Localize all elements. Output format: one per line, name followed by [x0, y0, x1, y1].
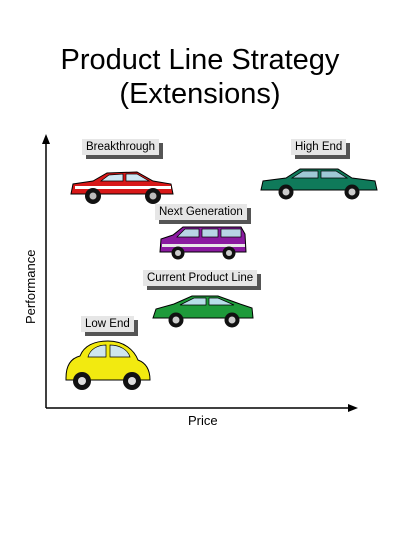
label-high-end: High End — [291, 139, 347, 155]
sports-car-icon — [70, 171, 174, 204]
label-breakthrough: Breakthrough — [82, 139, 160, 155]
label-next-generation: Next Generation — [155, 204, 247, 220]
label-low-end: Low End — [81, 316, 134, 332]
hatchback-icon — [152, 295, 254, 328]
minivan-icon — [159, 226, 247, 260]
slide-title-line-2: (Extensions) — [119, 78, 281, 110]
sedan-icon — [260, 168, 378, 200]
x-axis-label: Price — [188, 413, 218, 428]
beetle-icon — [65, 340, 151, 390]
y-axis-arrowhead — [42, 134, 50, 144]
x-axis-arrowhead — [348, 404, 358, 412]
slide-title-line-1: Product Line Strategy — [60, 44, 340, 76]
label-current-product-line: Current Product Line — [143, 270, 258, 286]
y-axis-label: Performance — [23, 249, 38, 324]
